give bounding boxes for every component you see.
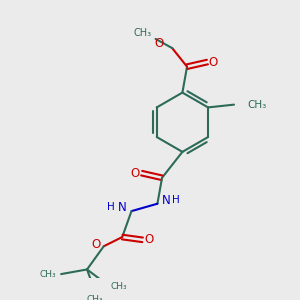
Text: O: O xyxy=(144,233,154,246)
Text: O: O xyxy=(208,56,218,68)
Text: CH₃: CH₃ xyxy=(247,100,266,110)
Text: H: H xyxy=(107,202,115,212)
Text: N: N xyxy=(162,194,171,206)
Text: O: O xyxy=(92,238,101,251)
Text: CH₃: CH₃ xyxy=(134,28,152,38)
Text: N: N xyxy=(118,201,127,214)
Text: H: H xyxy=(172,195,180,205)
Text: CH₃: CH₃ xyxy=(40,270,56,279)
Text: CH₃: CH₃ xyxy=(110,282,127,291)
Text: O: O xyxy=(130,167,140,180)
Text: O: O xyxy=(154,37,164,50)
Text: CH₃: CH₃ xyxy=(86,295,103,300)
